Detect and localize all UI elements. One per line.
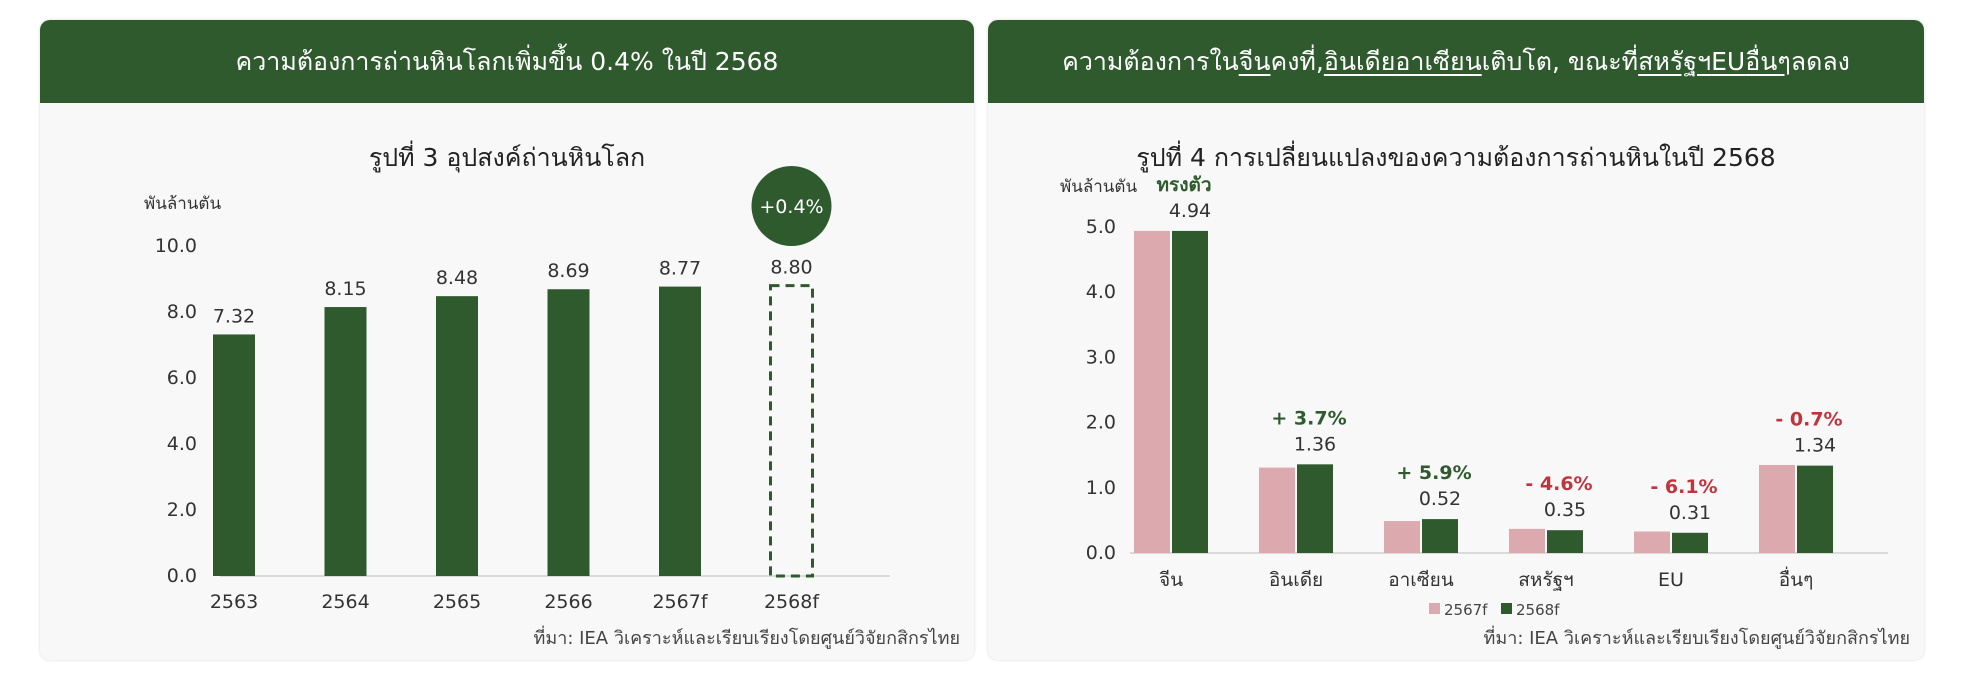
bar — [659, 286, 701, 576]
bar-2567f — [1259, 467, 1295, 553]
header-highlight: อาเซียน — [1395, 46, 1482, 76]
data-label: 1.34 — [1794, 435, 1836, 457]
y-tick-label: 8.0 — [167, 301, 197, 323]
x-tick-label: อื่นๆ — [1779, 566, 1814, 591]
bar — [324, 307, 367, 576]
x-tick-label: สหรัฐฯ — [1518, 569, 1573, 591]
change-label: ทรงตัว — [1156, 174, 1211, 196]
bar-2567f — [1634, 531, 1670, 553]
y-tick-label: 6.0 — [167, 367, 197, 389]
bar-2567f — [1759, 464, 1795, 553]
y-tick-label: 0.0 — [1086, 542, 1116, 564]
y-tick-label: 4.0 — [167, 433, 197, 455]
legend-label: 2568f — [1516, 601, 1560, 619]
x-tick-label: 2565 — [433, 591, 481, 613]
bar-2568f — [1172, 230, 1208, 554]
legend-swatch — [1429, 603, 1440, 614]
header-highlight: จีน — [1238, 46, 1271, 76]
bar-2567f — [1384, 521, 1420, 553]
data-label: 4.94 — [1169, 200, 1211, 222]
coal-demand-change-chart: พันล้านตัน 0.0 1.0 2.0 3.0 4.0 5.0 4.94 ทรงตัวจี… — [1060, 174, 1888, 619]
header-text: ความต้องการใน — [1062, 46, 1239, 76]
y-tick-label: 2.0 — [167, 499, 197, 521]
header-highlight: อินเดีย — [1323, 46, 1396, 76]
growth-badge — [751, 166, 832, 246]
x-tick-label: อาเซียน — [1388, 569, 1454, 591]
source-note: ที่มา: IEA วิเคราะห์และเรียบเรียงโดยศูนย… — [533, 628, 961, 649]
bar — [213, 334, 255, 576]
change-label: - 0.7% — [1775, 409, 1842, 431]
bar-2567f — [1134, 230, 1170, 554]
left-panel-header: ความต้องการถ่านหินโลกเพิ่มขึ้น 0.4% ในปี… — [40, 20, 974, 103]
data-label: 0.35 — [1544, 499, 1586, 521]
data-label: 0.31 — [1669, 502, 1711, 524]
legend-label: 2567f — [1444, 601, 1488, 619]
x-tick-label: EU — [1658, 569, 1684, 591]
header-highlight: สหรัฐฯ — [1638, 46, 1712, 76]
bar-2567f — [1509, 528, 1545, 553]
bar-2568f — [1297, 464, 1333, 553]
x-tick-label: 2568f — [764, 591, 820, 613]
x-tick-label: อินเดีย — [1269, 569, 1323, 591]
chart-title: รูปที่ 3 อุปสงค์ถ่านหินโลก — [368, 143, 646, 172]
header-highlight: EU — [1711, 47, 1746, 76]
data-label: 8.48 — [436, 267, 478, 289]
data-label: 8.15 — [324, 278, 366, 300]
header-highlight: อื่นๆ — [1745, 46, 1791, 76]
bar — [436, 296, 478, 576]
y-tick-label: 4.0 — [1086, 281, 1116, 303]
header-text: คงที่, — [1270, 46, 1324, 76]
bar — [547, 289, 590, 576]
bar-2568f — [1547, 530, 1583, 553]
bar-2568f — [1422, 519, 1458, 553]
data-label: 7.32 — [213, 305, 255, 327]
data-label: 8.77 — [659, 258, 701, 280]
growth-badge-label: +0.4% — [759, 196, 823, 218]
x-tick-label: 2564 — [321, 591, 369, 613]
y-tick-label: 0.0 — [167, 565, 197, 587]
change-label: + 5.9% — [1396, 462, 1471, 484]
change-label: + 3.7% — [1271, 407, 1346, 429]
right-panel-header: ความต้องการใน จีน คงที่, อินเดีย อาเซียน … — [988, 20, 1924, 103]
source-note: ที่มา: IEA วิเคราะห์และเรียบเรียงโดยศูนย… — [1483, 628, 1911, 649]
left-chart-panel: ความต้องการถ่านหินโลกเพิ่มขึ้น 0.4% ในปี… — [40, 20, 974, 660]
y-tick-label: 2.0 — [1086, 412, 1116, 434]
bar-2568f — [1672, 532, 1708, 553]
header-text: ลดลง — [1790, 46, 1850, 76]
legend-swatch — [1501, 603, 1512, 614]
bar-2568f — [1797, 465, 1833, 553]
right-chart-panel: ความต้องการใน จีน คงที่, อินเดีย อาเซียน … — [988, 20, 1924, 660]
data-label: 8.80 — [770, 257, 812, 279]
x-tick-label: จีน — [1159, 569, 1183, 591]
x-tick-label: 2566 — [544, 591, 592, 613]
change-label: - 6.1% — [1650, 476, 1717, 498]
data-label: 0.52 — [1419, 488, 1461, 510]
chart-title: รูปที่ 4 การเปลี่ยนแปลงของความต้องการถ่า… — [1136, 143, 1776, 172]
data-label: 1.36 — [1294, 433, 1336, 455]
world-coal-demand-chart: พันล้านตัน 0.0 2.0 4.0 6.0 8.0 10.0 7.32 2563 8.1… — [144, 166, 890, 613]
y-tick-label: 3.0 — [1086, 346, 1116, 368]
change-label: - 4.6% — [1525, 473, 1592, 495]
y-tick-label: 1.0 — [1086, 477, 1116, 499]
header-text: เติบโต, ขณะที่ — [1481, 46, 1639, 76]
y-axis-label: พันล้านตัน — [144, 194, 221, 214]
x-tick-label: 2567f — [652, 591, 708, 613]
data-label: 8.69 — [547, 260, 589, 282]
y-tick-label: 5.0 — [1086, 216, 1116, 238]
bar-forecast-dashed — [769, 284, 814, 578]
y-axis-label: พันล้านตัน — [1060, 177, 1137, 197]
x-tick-label: 2563 — [210, 591, 258, 613]
y-tick-label: 10.0 — [155, 235, 197, 257]
